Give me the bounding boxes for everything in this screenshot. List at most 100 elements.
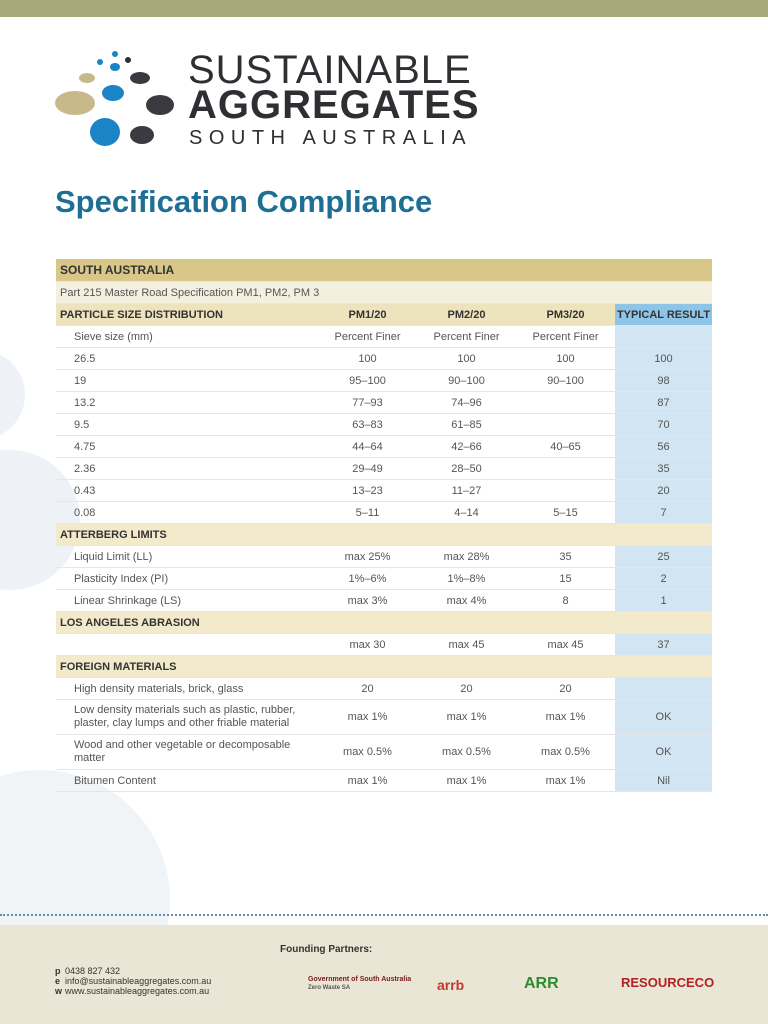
cell: 35 <box>615 457 712 480</box>
cell: 5–15 <box>516 501 615 524</box>
section-row: LOS ANGELES ABRASION <box>56 611 712 634</box>
cell: Sieve size (mm) <box>56 325 318 348</box>
spec-table: SOUTH AUSTRALIA Part 215 Master Road Spec… <box>56 259 712 792</box>
cell: 98 <box>615 369 712 392</box>
cell: Linear Shrinkage (LS) <box>56 589 318 612</box>
contact-line: e info@sustainableaggregates.com.au <box>55 976 211 986</box>
column-header: PM2/20 <box>417 303 516 326</box>
cell: 61–85 <box>417 413 516 436</box>
partner-logo: Zero Waste SA <box>308 985 351 991</box>
cell: 35 <box>516 545 615 568</box>
section-row: ATTERBERG LIMITS <box>56 523 712 546</box>
cell: OK <box>615 734 712 770</box>
cell: 4.75 <box>56 435 318 458</box>
logo-text: SUSTAINABLE <box>188 48 472 92</box>
region-row: SOUTH AUSTRALIA <box>56 259 712 282</box>
logo-subtext: SOUTH AUSTRALIA <box>189 127 473 149</box>
section-heading: LOS ANGELES ABRASION <box>56 611 712 634</box>
cell: max 3% <box>318 589 417 612</box>
top-bar <box>0 0 768 17</box>
cell: Wood and other vegetable or decomposable… <box>56 734 318 770</box>
cell: 2.36 <box>56 457 318 480</box>
section-row: FOREIGN MATERIALS <box>56 655 712 678</box>
cell: Liquid Limit (LL) <box>56 545 318 568</box>
cell: 20 <box>417 677 516 700</box>
cell: 2 <box>615 567 712 590</box>
cell: Low density materials such as plastic, r… <box>56 699 318 735</box>
contact-line: p 0438 827 432 <box>55 966 120 976</box>
cell: 20 <box>516 677 615 700</box>
partners-label: Founding Partners: <box>280 944 373 955</box>
cell: Nil <box>615 769 712 792</box>
spec-text: Part 215 Master Road Specification PM1, … <box>56 281 712 304</box>
partner-logo: Government of South Australia <box>308 976 412 983</box>
table-row: max 30 max 45 max 45 37 <box>56 633 712 656</box>
table-row: 26.5 100 100 100 100 <box>56 347 712 370</box>
cell: 0.08 <box>56 501 318 524</box>
cell: Percent Finer <box>417 325 516 348</box>
column-header: PM3/20 <box>516 303 615 326</box>
cell: 5–11 <box>318 501 417 524</box>
cell: 20 <box>615 479 712 502</box>
cell: Percent Finer <box>318 325 417 348</box>
table-row: 2.36 29–49 28–50 35 <box>56 457 712 480</box>
partner-logo: arrb <box>437 977 465 993</box>
cell <box>516 413 615 436</box>
logo-text: AGGREGATES <box>188 83 480 127</box>
contact-key: e <box>55 976 61 986</box>
cell: 4–14 <box>417 501 516 524</box>
cell: 15 <box>516 567 615 590</box>
cell: 19 <box>56 369 318 392</box>
cell: max 30 <box>318 633 417 656</box>
cell: 100 <box>417 347 516 370</box>
page-title: Specification Compliance <box>55 184 433 219</box>
footer <box>0 925 768 1024</box>
column-header: PARTICLE SIZE DISTRIBUTION <box>56 303 318 326</box>
contact-text: info@sustainableaggregates.com.au <box>65 976 212 986</box>
column-header: TYPICAL RESULT <box>615 303 712 326</box>
cell: Bitumen Content <box>56 769 318 792</box>
cell: Plasticity Index (PI) <box>56 567 318 590</box>
table-row: 13.2 77–93 74–96 87 <box>56 391 712 414</box>
cell: 1%–8% <box>417 567 516 590</box>
table-row: 9.5 63–83 61–85 70 <box>56 413 712 436</box>
cell <box>56 633 318 656</box>
cell: max 1% <box>516 699 615 735</box>
contact-key: w <box>55 986 63 996</box>
cell: max 1% <box>318 699 417 735</box>
partner-logo: ARR <box>524 975 559 992</box>
cell: max 4% <box>417 589 516 612</box>
table-row: Liquid Limit (LL) max 25% max 28% 35 25 <box>56 545 712 568</box>
cell: 90–100 <box>417 369 516 392</box>
cell: 1%–6% <box>318 567 417 590</box>
cell: 11–27 <box>417 479 516 502</box>
cell: 1 <box>615 589 712 612</box>
cell: max 0.5% <box>516 734 615 770</box>
cell: 26.5 <box>56 347 318 370</box>
table-row: Wood and other vegetable or decomposable… <box>56 734 712 770</box>
cell: 63–83 <box>318 413 417 436</box>
cell: 40–65 <box>516 435 615 458</box>
cell: 13–23 <box>318 479 417 502</box>
table-row: 4.75 44–64 42–66 40–65 56 <box>56 435 712 458</box>
table-row: 0.43 13–23 11–27 20 <box>56 479 712 502</box>
cell: max 1% <box>318 769 417 792</box>
cell: 74–96 <box>417 391 516 414</box>
cell <box>516 457 615 480</box>
cell: max 28% <box>417 545 516 568</box>
cell: max 45 <box>417 633 516 656</box>
cell: 0.43 <box>56 479 318 502</box>
section-heading: FOREIGN MATERIALS <box>56 655 712 678</box>
contact-key: p <box>55 966 61 976</box>
cell: 100 <box>615 347 712 370</box>
cell <box>516 479 615 502</box>
table-row: Linear Shrinkage (LS) max 3% max 4% 8 1 <box>56 589 712 612</box>
cell: 37 <box>615 633 712 656</box>
cell: max 1% <box>417 769 516 792</box>
cell: 8 <box>516 589 615 612</box>
cell <box>615 325 712 348</box>
column-header: PM1/20 <box>318 303 417 326</box>
table-row: Sieve size (mm) Percent Finer Percent Fine… <box>56 325 712 348</box>
cell: 90–100 <box>516 369 615 392</box>
